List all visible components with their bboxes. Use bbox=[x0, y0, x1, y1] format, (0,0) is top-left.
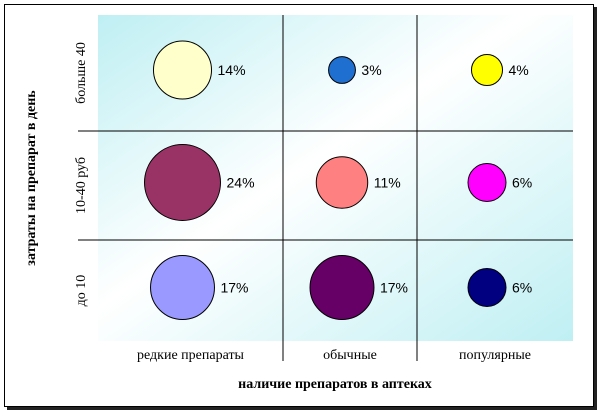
x-tick-label: обычные bbox=[323, 348, 377, 363]
data-label: 6% bbox=[512, 280, 532, 296]
bubble bbox=[309, 255, 375, 320]
grid-lines bbox=[78, 15, 573, 361]
bubble bbox=[328, 56, 356, 84]
data-label: 11% bbox=[374, 175, 401, 191]
bubble bbox=[144, 144, 221, 221]
x-tick-label: редкие препараты bbox=[137, 348, 245, 363]
x-axis-title: наличие препаратов в аптеках bbox=[238, 377, 432, 392]
y-tick-label: 10-40 руб bbox=[74, 157, 89, 214]
data-label: 17% bbox=[380, 280, 408, 296]
chart-frame: 14% 3% 4% 24% 11% 6% 17% 17% 6% редкие препараты… bbox=[4, 4, 594, 407]
y-tick-labels: до 10 10-40 руб больше 40 bbox=[74, 42, 89, 306]
y-axis-title: затраты на препарат в день bbox=[24, 90, 39, 266]
bubble bbox=[467, 268, 507, 307]
bubble bbox=[470, 53, 504, 87]
data-label: 17% bbox=[220, 280, 248, 296]
bubble bbox=[315, 156, 369, 209]
data-label: 3% bbox=[361, 62, 381, 78]
y-tick-label: до 10 bbox=[74, 275, 89, 307]
y-tick-label: больше 40 bbox=[74, 42, 89, 104]
x-tick-label: популярные bbox=[459, 348, 531, 363]
data-label: 4% bbox=[509, 62, 529, 78]
data-label: 14% bbox=[218, 62, 246, 78]
data-label: 6% bbox=[512, 175, 532, 191]
bubbles: 14% 3% 4% 24% 11% 6% 17% 17% 6% bbox=[144, 40, 532, 320]
bubble bbox=[150, 255, 215, 320]
bubble-chart: 14% 3% 4% 24% 11% 6% 17% 17% 6% редкие препараты… bbox=[24, 15, 573, 392]
data-label: 24% bbox=[227, 175, 255, 191]
bubble bbox=[467, 163, 507, 202]
x-tick-labels: редкие препараты обычные популярные bbox=[137, 348, 531, 363]
bubble bbox=[152, 40, 213, 100]
